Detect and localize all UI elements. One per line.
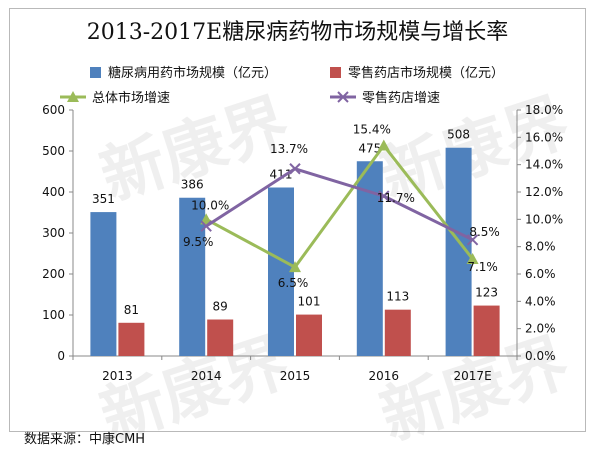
line-marker-1-2016 xyxy=(378,190,390,202)
y-left-tick-label-2: 200 xyxy=(42,267,65,281)
x-tick-label-0: 2013 xyxy=(102,369,133,383)
bar-label-0-2015: 411 xyxy=(270,167,293,181)
x-tick-label-2: 2015 xyxy=(280,369,311,383)
bar-0-2013 xyxy=(90,212,117,356)
y-left-tick-label-5: 500 xyxy=(42,144,65,158)
line-label-1-2015: 13.7% xyxy=(270,142,308,156)
bar-label-1-2014: 89 xyxy=(213,300,228,314)
line-marker-0-2017E xyxy=(466,252,479,264)
y-left-tick-label-1: 100 xyxy=(42,308,65,322)
legend-label-line-0: 总体市场增速 xyxy=(92,90,170,106)
bar-1-2013 xyxy=(118,322,145,356)
bar-label-1-2016: 113 xyxy=(386,290,409,304)
chart-title: 2013-2017E糖尿病药物市场规模与增长率 xyxy=(86,20,509,45)
bar-1-2014 xyxy=(207,319,234,356)
y-right-tick-label-5: 10.0% xyxy=(525,212,563,226)
legend-label-bar-0: 糖尿病用药市场规模（亿元） xyxy=(108,65,277,81)
y-right-tick-label-1: 2.0% xyxy=(525,322,556,336)
source-note: 数据来源：中康CMH xyxy=(24,432,146,447)
line-label-0-2017E: 7.1% xyxy=(467,260,498,274)
bar-label-0-2014: 386 xyxy=(181,178,204,192)
bar-label-1-2015: 101 xyxy=(298,295,321,309)
line-marker-0-2014 xyxy=(200,213,213,225)
y-right-tick-label-7: 14.0% xyxy=(525,158,563,172)
x-tick-label-4: 2017E xyxy=(454,369,492,383)
line-label-0-2014: 10.0% xyxy=(191,198,229,212)
y-right-tick-label-0: 0.0% xyxy=(525,349,556,363)
line-marker-1-2015 xyxy=(289,163,301,175)
bar-label-0-2016: 475 xyxy=(358,141,381,155)
legend-label-line-1: 零售药店增速 xyxy=(362,90,440,106)
y-right-tick-label-8: 16.0% xyxy=(525,130,563,144)
bar-label-0-2013: 351 xyxy=(92,192,115,206)
line-marker-0-2016 xyxy=(377,139,390,151)
line-label-1-2017E: 8.5% xyxy=(469,225,500,239)
legend-swatch-bar-0 xyxy=(90,67,101,78)
chart-frame xyxy=(9,8,586,432)
y-right-tick-label-9: 18.0% xyxy=(525,103,563,117)
y-left-tick-label-4: 400 xyxy=(42,185,65,199)
line-marker-1-2014 xyxy=(200,220,212,232)
y-left-tick-label-0: 0 xyxy=(57,349,65,363)
line-label-0-2016: 15.4% xyxy=(353,123,391,137)
bar-1-2015 xyxy=(296,314,322,356)
legend-label-bar-1: 零售药店市场规模（亿元） xyxy=(348,65,504,81)
x-tick-label-3: 2016 xyxy=(369,369,400,383)
legend-marker-1 xyxy=(337,91,349,103)
line-label-1-2016: 11.7% xyxy=(377,191,415,205)
line-0 xyxy=(205,144,474,269)
y-left-tick-label-6: 600 xyxy=(42,103,65,117)
y-right-tick-label-4: 8.0% xyxy=(525,240,556,254)
y-right-tick-label-6: 12.0% xyxy=(525,185,563,199)
line-label-0-2015: 6.5% xyxy=(278,276,309,290)
bar-label-1-2013: 81 xyxy=(124,303,139,317)
y-left-tick-label-3: 300 xyxy=(42,226,65,240)
line-label-1-2014: 9.5% xyxy=(183,235,214,249)
y-right-tick-label-3: 6.0% xyxy=(525,267,556,281)
line-marker-0-2015 xyxy=(289,261,301,273)
x-tick-label-1: 2014 xyxy=(191,369,222,383)
bar-1-2016 xyxy=(384,309,411,356)
line-1 xyxy=(205,167,474,242)
y-right-tick-label-2: 4.0% xyxy=(525,294,556,308)
line-marker-1-2017E xyxy=(466,234,479,246)
bar-label-0-2017E: 508 xyxy=(447,128,470,142)
legend-marker-0 xyxy=(67,91,79,102)
bar-label-1-2017E: 123 xyxy=(475,286,498,300)
legend-swatch-bar-1 xyxy=(330,67,341,78)
bar-1-2017E xyxy=(473,305,500,356)
